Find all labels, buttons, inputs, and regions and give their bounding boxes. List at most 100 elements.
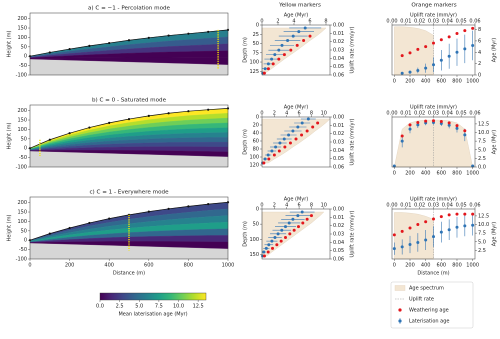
y-tick-label: 4 — [478, 50, 481, 56]
y-tick-label: 7.5 — [478, 231, 486, 237]
y-tick-label: -100 — [16, 165, 27, 171]
y2-tick-label: 0.05 — [333, 156, 344, 162]
x-tick-label: 0 — [260, 111, 263, 117]
laterisation-age — [263, 67, 267, 71]
x2-tick-label: 0.04 — [442, 19, 453, 25]
y-tick-label: -100 — [16, 73, 27, 79]
laterisation-age — [400, 139, 404, 143]
y-axis-label: Age (Myr) — [492, 38, 498, 63]
laterisation-age — [463, 47, 467, 51]
legend-label: Weathering age — [409, 308, 449, 314]
y2-tick-label: 0.01 — [333, 31, 344, 37]
laterisation-age — [262, 250, 266, 254]
y-axis-label: Age (Myr) — [492, 130, 498, 155]
x-tick-label: 6 — [297, 203, 300, 209]
laterisation-age — [270, 57, 274, 61]
y2-axis-label: Uplift rate (mm/yr) — [350, 26, 356, 73]
weathering-age — [302, 39, 306, 43]
y-tick-label: 0 — [24, 146, 27, 152]
weathering-age — [447, 213, 451, 217]
x-tick-label: 0 — [260, 19, 263, 25]
weathering-age — [392, 233, 396, 237]
laterisation-age — [424, 238, 428, 242]
x-tick-label: 4 — [285, 111, 288, 117]
weathering-age — [275, 243, 279, 247]
weathering-age — [463, 29, 467, 33]
laterisation-age — [270, 149, 274, 153]
weathering-age — [296, 225, 300, 229]
y-axis-label: Height (m) — [7, 123, 13, 150]
x-tick-label: 0 — [393, 171, 396, 177]
x2-tick-label: 0.00 — [386, 19, 397, 25]
y-tick-label: 7.5 — [478, 139, 486, 145]
x-tick-label: 0 — [260, 203, 263, 209]
x-tick-label: 600 — [437, 171, 447, 177]
laterisation-age — [287, 133, 291, 137]
surface-marker — [187, 32, 190, 35]
x-tick-label: 8 — [324, 19, 327, 25]
plot-frame — [391, 208, 476, 260]
surface-marker — [147, 114, 150, 117]
laterisation-age — [297, 30, 301, 34]
surface-marker — [108, 121, 111, 124]
laterisation-age — [270, 239, 274, 243]
x2-tick-label: 0.04 — [442, 111, 453, 117]
laterisation-age — [439, 122, 443, 126]
weathering-age — [447, 121, 451, 125]
y-tick-label: 10.0 — [478, 222, 489, 228]
y-tick-label: 0 — [24, 54, 27, 60]
laterisation-age — [278, 141, 282, 145]
surface-marker — [207, 30, 210, 33]
x2-tick-label: 0.05 — [456, 203, 467, 209]
weathering-age — [305, 217, 309, 221]
y-tick-label: 125 — [249, 69, 259, 75]
laterisation-age — [277, 48, 281, 52]
y-tick-label: 6 — [478, 38, 481, 44]
y-tick-label: 8 — [478, 27, 481, 33]
y-tick-label: 120 — [249, 163, 259, 169]
colorbar-label: Mean laterisation age (Myr) — [118, 312, 187, 318]
x2-tick-label: 0.00 — [386, 111, 397, 117]
y-tick-label: 5.0 — [478, 147, 486, 153]
laterisation-age — [439, 230, 443, 234]
laterisation-age — [273, 53, 277, 57]
surface-marker — [68, 47, 71, 51]
laterisation-age — [300, 210, 304, 214]
surface-marker — [187, 110, 190, 113]
laterisation-age — [303, 26, 307, 30]
weathering-age — [282, 53, 286, 57]
y2-tick-label: 0.00 — [333, 115, 344, 121]
surface-marker — [68, 226, 71, 230]
x-tick-label: 2 — [273, 203, 276, 209]
surface-marker — [207, 203, 210, 206]
surface-marker — [147, 36, 150, 39]
x2-tick-label: 0.04 — [442, 203, 453, 209]
weathering-age — [294, 137, 298, 141]
y2-tick-label: 0.02 — [333, 223, 344, 229]
laterisation-age — [263, 157, 267, 161]
laterisation-age — [267, 243, 271, 247]
y2-tick-label: 0.02 — [333, 39, 344, 45]
laterisation-age — [463, 224, 467, 228]
laterisation-age — [266, 62, 270, 66]
y-tick-label: 50 — [21, 228, 27, 234]
weathering-age — [262, 254, 266, 258]
y-tick-label: 150 — [17, 210, 27, 216]
surface-marker — [108, 217, 111, 220]
x-tick-label: 6 — [297, 111, 300, 117]
x-axis-label: Age (Myr) — [284, 105, 309, 111]
y2-tick-label: 0.06 — [333, 73, 344, 79]
weathering-age — [463, 129, 467, 133]
legend-swatch — [398, 319, 402, 323]
weathering-age — [309, 214, 313, 218]
plot-frame — [261, 116, 331, 168]
laterisation-age — [274, 145, 278, 149]
legend-label: Age spectrum — [409, 286, 444, 292]
x-tick-label: 1000 — [222, 263, 235, 269]
laterisation-age — [392, 164, 396, 168]
surface-marker — [187, 205, 190, 208]
x-tick-label: 400 — [421, 79, 431, 85]
y-axis-label: Depth (m) — [243, 37, 249, 63]
weathering-age — [262, 161, 266, 165]
y2-tick-label: 0.02 — [333, 131, 344, 137]
